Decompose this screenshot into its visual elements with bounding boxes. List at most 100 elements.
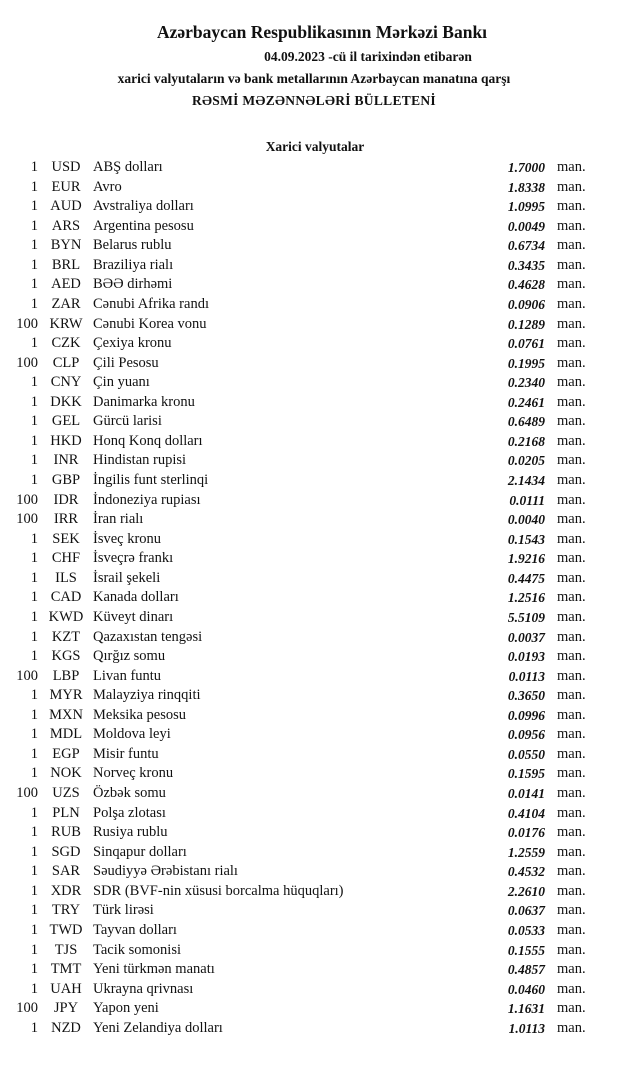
rate-value: 1.0113 xyxy=(508,1020,545,1036)
currency-code: SEK xyxy=(52,530,80,547)
rate-row-kzt: 1 KZT Qazaxıstan tengəsi 0.0037 man. xyxy=(0,628,620,648)
rate-row-gel: 1 GEL Gürcü larisi 0.6489 man. xyxy=(0,412,620,432)
currency-code: EGP xyxy=(52,745,80,762)
amount: 1 xyxy=(30,687,38,704)
currency-name: BƏƏ dirhəmi xyxy=(93,276,173,293)
amount: 1 xyxy=(30,452,38,469)
rate-row-kwd: 1 KWD Küveyt dinarı 5.5109 man. xyxy=(0,608,620,628)
rate-row-jpy: 100 JPY Yapon yeni 1.1631 man. xyxy=(0,999,620,1019)
rate-row-gbp: 1 GBP İngilis funt sterlinqi 2.1434 man. xyxy=(0,471,620,491)
rate-value: 0.0906 xyxy=(507,296,545,312)
currency-name: Sinqapur dolları xyxy=(93,843,187,860)
currency-name: İndoneziya rupiası xyxy=(93,491,201,508)
bank-title: Azərbaycan Respublikasının Mərkəzi Bankı xyxy=(156,22,488,42)
currency-name: Braziliya rialı xyxy=(93,256,174,273)
rate-value: 1.2516 xyxy=(507,590,545,606)
currency-name: Honq Konq dolları xyxy=(93,432,203,449)
rate-unit: man. xyxy=(557,413,586,430)
currency-code: ARS xyxy=(51,217,81,234)
rate-unit: man. xyxy=(557,295,586,312)
amount: 1 xyxy=(30,413,38,430)
rate-row-byn: 1 BYN Belarus rublu 0.6734 man. xyxy=(0,236,620,256)
rate-value: 0.3435 xyxy=(507,257,545,273)
currency-name: Çili Pesosu xyxy=(93,354,159,371)
rate-row-cad: 1 CAD Kanada dolları 1.2516 man. xyxy=(0,588,620,608)
rate-unit: man. xyxy=(557,785,586,801)
rate-value: 0.4475 xyxy=(507,570,545,586)
currency-code: UZS xyxy=(52,785,80,801)
rate-unit: man. xyxy=(557,804,586,821)
currency-code: CHF xyxy=(51,550,81,567)
currency-code: SGD xyxy=(51,843,81,860)
rate-row-pln: 1 PLN Polşa zlotası 0.4104 man. xyxy=(0,804,620,824)
rate-unit: man. xyxy=(557,765,586,782)
rate-unit: man. xyxy=(557,354,586,371)
rate-row-inr: 1 INR Hindistan rupisi 0.0205 man. xyxy=(0,451,620,471)
rate-row-myr: 1 MYR Malayziya rinqqiti 0.3650 man. xyxy=(0,686,620,706)
currency-name: Yeni türkmən manatı xyxy=(93,961,215,978)
rate-row-nok: 1 NOK Norveç kronu 0.1595 man. xyxy=(0,764,620,784)
rate-unit: man. xyxy=(557,550,586,567)
currency-name: Cənubi Korea vonu xyxy=(93,315,207,332)
rate-value: 0.0205 xyxy=(507,453,545,469)
rate-unit: man. xyxy=(557,824,586,841)
amount: 1 xyxy=(30,472,38,488)
currency-code: UAH xyxy=(50,980,82,997)
amount: 1 xyxy=(30,374,38,391)
rate-value: 0.4628 xyxy=(507,277,545,293)
currency-code: INR xyxy=(53,452,79,469)
currency-name: Meksika pesosu xyxy=(93,706,187,723)
currency-code: PLN xyxy=(52,804,80,821)
rate-unit: man. xyxy=(557,726,586,743)
rate-unit: man. xyxy=(557,863,586,880)
currency-name: ABŞ dolları xyxy=(93,159,163,175)
rate-unit: man. xyxy=(557,589,586,606)
amount: 1 xyxy=(30,706,38,723)
rate-value: 0.6489 xyxy=(507,414,545,430)
currency-name: Küveyt dinarı xyxy=(93,608,174,625)
rate-row-xdr: 1 XDR SDR (BVF-nin xüsusi borcalma hüquqla… xyxy=(0,882,620,902)
currency-name: Hindistan rupisi xyxy=(93,452,187,469)
currency-code: MXN xyxy=(49,706,83,723)
rate-row-try: 1 TRY Türk lirəsi 0.0637 man. xyxy=(0,901,620,921)
currency-name: Tacik somonisi xyxy=(93,941,181,958)
rate-value: 5.5109 xyxy=(507,609,545,625)
currency-code: NZD xyxy=(51,1019,81,1036)
rate-row-tmt: 1 TMT Yeni türkmən manatı 0.4857 man. xyxy=(0,960,620,980)
rate-unit: man. xyxy=(557,511,586,528)
rate-unit: man. xyxy=(557,1019,586,1036)
rate-unit: man. xyxy=(557,687,586,704)
rate-value: 0.0956 xyxy=(507,727,545,743)
rate-value: 2.2610 xyxy=(507,883,545,899)
rate-value: 0.2461 xyxy=(507,394,545,410)
rate-row-aud: 1 AUD Avstraliya dolları 1.0995 man. xyxy=(0,197,620,217)
currency-code: DKK xyxy=(50,393,82,410)
rate-row-czk: 1 CZK Çexiya kronu 0.0761 man. xyxy=(0,334,620,354)
currency-name: İran rialı xyxy=(93,511,144,528)
rate-row-hkd: 1 HKD Honq Konq dolları 0.2168 man. xyxy=(0,432,620,452)
currency-name: İsrail şekeli xyxy=(93,569,161,586)
rate-unit: man. xyxy=(557,276,586,293)
amount: 1 xyxy=(30,569,38,586)
rate-unit: man. xyxy=(557,882,586,899)
amount: 1 xyxy=(30,276,38,293)
rate-row-twd: 1 TWD Tayvan dolları 0.0533 man. xyxy=(0,921,620,941)
currency-name: Türk lirəsi xyxy=(93,902,154,919)
rate-value: 0.4104 xyxy=(507,805,545,821)
amount: 100 xyxy=(16,354,38,371)
currency-code: MDL xyxy=(49,726,83,743)
rate-value: 0.1289 xyxy=(507,316,545,332)
rate-row-chf: 1 CHF İsveçrə frankı 1.9216 man. xyxy=(0,549,620,569)
currency-name: Qırğız somu xyxy=(93,648,166,665)
currency-code: CNY xyxy=(50,374,82,391)
rate-row-mdl: 1 MDL Moldova leyi 0.0956 man. xyxy=(0,725,620,745)
currency-name: SDR (BVF-nin xüsusi borcalma hüquqları) xyxy=(93,882,344,899)
rate-unit: man. xyxy=(557,178,586,195)
currency-name: Yapon yeni xyxy=(93,1000,159,1017)
rate-row-zar: 1 ZAR Cənubi Afrika randı 0.0906 man. xyxy=(0,295,620,315)
rate-row-rub: 1 RUB Rusiya rublu 0.0176 man. xyxy=(0,823,620,843)
currency-code: JPY xyxy=(53,1000,79,1017)
rate-unit: man. xyxy=(557,902,586,919)
rate-unit: man. xyxy=(557,159,586,175)
rate-value: 0.1995 xyxy=(507,355,545,371)
